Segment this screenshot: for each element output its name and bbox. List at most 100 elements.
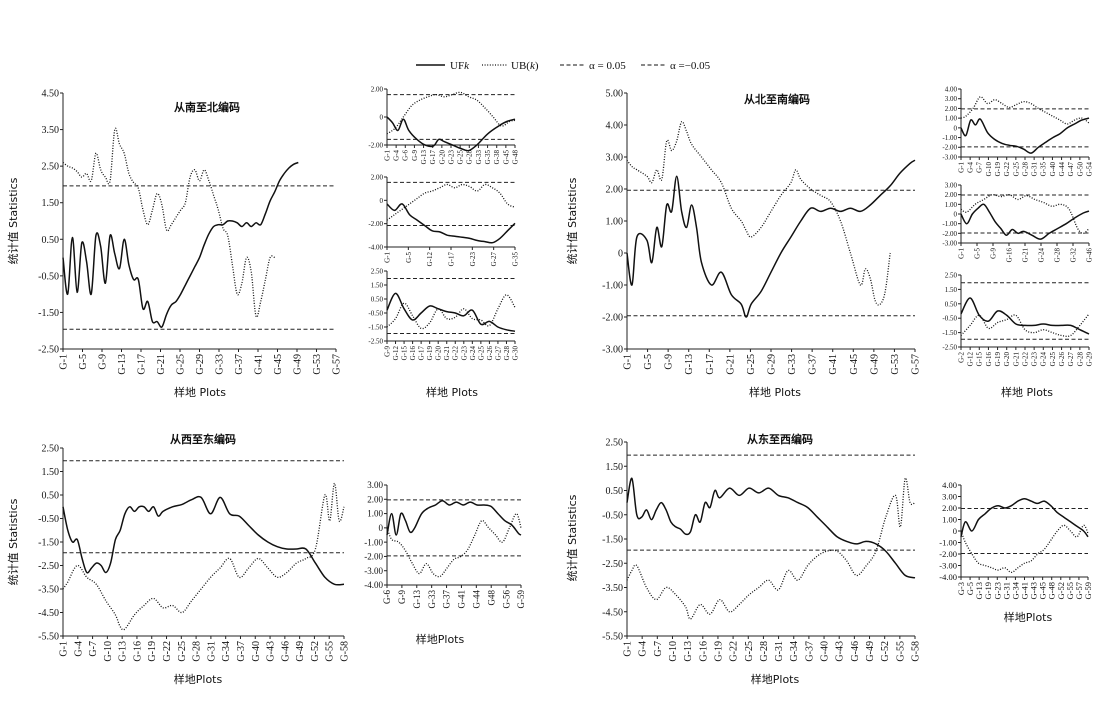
y-axis-label: 统计值 Statistics	[7, 498, 20, 585]
x-tick-label: G-43	[1029, 582, 1039, 599]
y-tick-label: -3.50	[38, 585, 59, 596]
x-tick-label: G-25	[746, 354, 757, 375]
x-tick-label: G-10	[103, 641, 114, 662]
y-tick-label: -0.50	[602, 510, 623, 521]
x-tick-label: G-22	[729, 641, 740, 662]
x-tick-label: G-9	[98, 354, 109, 370]
x-tick-label: G-37	[804, 641, 815, 662]
chart-p2a: 4.003.002.001.000-1.00-2.00-3.00G-1 G-4 G-…	[942, 85, 1093, 176]
x-tick-label: G-5	[973, 248, 981, 259]
x-tick-label: G-23	[460, 346, 468, 361]
y-tick-label: 0.50	[42, 491, 60, 502]
x-tick-label: G-13	[118, 641, 129, 662]
x-tick-label: G-15	[401, 346, 409, 361]
x-tick-label: G-1	[59, 354, 70, 370]
y-tick-label: 1.00	[367, 509, 383, 519]
x-tick-label: G-59	[516, 590, 526, 609]
x-axis-label: 样地 Plots	[174, 385, 226, 399]
series-line-ubk	[62, 482, 345, 631]
y-tick-label: 2.00	[367, 494, 383, 504]
y-tick-label: 1.50	[945, 286, 958, 294]
y-tick-label: -2.50	[602, 559, 623, 570]
x-tick-label: G-13	[684, 354, 695, 375]
x-tick-label: G-34	[789, 641, 800, 662]
x-tick-label: G-19	[994, 162, 1002, 177]
x-tick-label: G-35	[484, 150, 492, 165]
y-tick-label: 0.50	[371, 295, 384, 303]
x-tick-label: G-17	[137, 354, 148, 375]
y-tick-label: 0.50	[945, 300, 958, 308]
y-tick-label: 3.50	[42, 125, 60, 136]
x-tick-label: G-41	[254, 354, 265, 375]
x-tick-label: G-30	[511, 346, 519, 361]
y-tick-label: 1.00	[942, 514, 957, 524]
y-tick-label: -0.50	[38, 514, 59, 525]
chart-p2c: 2.501.500.50-0.50-1.50-2.50G-2 G-12 G-15 G-…	[942, 271, 1093, 366]
x-tick-label: G-34	[221, 641, 232, 662]
y-tick-label: 2.50	[42, 444, 60, 455]
y-tick-label: -1.00	[939, 537, 957, 547]
chart-p2: 5.00 4.00 3.00 2.00 1.00 0 -1.00 -2.00 -3.00G-1 G…	[566, 89, 922, 400]
y-tick-label: -2.50	[38, 561, 59, 572]
x-tick-label: G-25	[457, 150, 465, 165]
x-tick-label: G-35	[511, 252, 519, 267]
x-tick-label: G-21	[725, 354, 736, 375]
y-tick-label: 2.00	[945, 191, 958, 199]
y-tick-label: -1.00	[942, 220, 957, 228]
x-tick-label: G-12	[426, 252, 434, 267]
x-tick-label: G-22	[1003, 162, 1011, 177]
x-tick-label: G-1	[383, 150, 391, 161]
x-tick-label: G-5	[965, 582, 975, 595]
x-tick-label: G-52	[880, 641, 891, 662]
x-tick-label: G-12	[967, 352, 975, 367]
y-axis-label: 统计值 Statistics	[566, 177, 579, 264]
y-tick-label: -4.00	[939, 572, 957, 582]
x-tick-label: G-19	[426, 346, 434, 361]
y-tick-label: -4.00	[364, 580, 383, 590]
y-tick-label: 0	[380, 197, 384, 205]
x-tick-label: G-22	[452, 346, 460, 361]
x-tick-label: G-49	[865, 641, 876, 662]
y-tick-label: 1.50	[42, 467, 60, 478]
x-tick-label: G-59	[1083, 582, 1093, 599]
y-tick-label: 0	[618, 249, 623, 260]
y-tick-label: -1.50	[38, 538, 59, 549]
x-tick-label: G-5	[78, 354, 89, 370]
y-tick-label: -3.00	[939, 560, 957, 570]
y-tick-label: 5.00	[606, 89, 624, 100]
y-tick-label: -3.00	[942, 153, 957, 161]
y-tick-label: -2.00	[939, 549, 957, 559]
y-tick-label: -2.00	[602, 313, 623, 324]
series-line-ubk	[62, 127, 276, 318]
y-tick-label: 2.50	[371, 267, 384, 275]
x-tick-label: G-31	[206, 641, 217, 662]
y-tick-label: -1.00	[942, 134, 957, 142]
x-tick-label: G-23	[469, 252, 477, 267]
x-axis-label: 样地 Plots	[749, 385, 801, 399]
x-axis-label: 样地Plots	[174, 672, 223, 686]
series-line-ufk	[626, 159, 916, 318]
y-tick-label: -4.00	[368, 243, 383, 251]
chart-p1a: 2.000-2.00G-1 G-4 G-6 G-9 G-13 G-17 G-20 G-23 G-…	[368, 85, 519, 164]
x-tick-label: G-10	[668, 641, 679, 662]
x-tick-label: G-1	[957, 248, 965, 259]
y-tick-label: 1.00	[945, 201, 958, 209]
x-tick-label: G-25	[1049, 352, 1057, 367]
x-tick-label: G-52	[1056, 582, 1066, 599]
x-tick-label: G-9	[989, 248, 997, 259]
legend-label-ufk: UFk	[450, 60, 470, 72]
y-tick-label: -3.00	[602, 345, 623, 356]
x-tick-label: G-37	[808, 354, 819, 375]
x-tick-label: G-25	[744, 641, 755, 662]
inset-captions: 样地 Plots 样地 Plots 样地Plots 样地Plots	[416, 385, 1053, 646]
y-tick-label: 2.50	[945, 271, 958, 279]
x-tick-label: G-10	[985, 162, 993, 177]
x-tick-label: G-37	[442, 590, 452, 609]
y-tick-label: -1.50	[942, 329, 957, 337]
y-tick-label: 3.00	[367, 480, 383, 490]
x-tick-label: G-58	[911, 641, 922, 662]
y-tick-label: 2.00	[942, 503, 957, 513]
x-tick-label: G-21	[1021, 248, 1029, 263]
x-tick-label: G-46	[1085, 248, 1093, 263]
